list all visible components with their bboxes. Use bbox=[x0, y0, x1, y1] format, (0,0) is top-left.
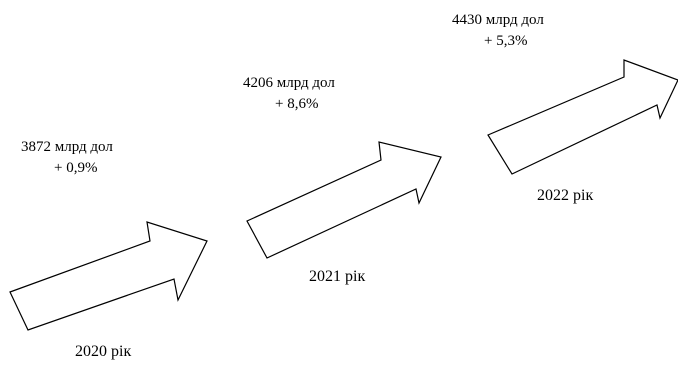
year-2022: 2022 рік bbox=[537, 187, 594, 204]
value-2021: 4206 млрд дол bbox=[243, 75, 335, 91]
change-2021: + 8,6% bbox=[275, 96, 319, 112]
value-2020: 3872 млрд дол bbox=[21, 139, 113, 155]
year-2020: 2020 рік bbox=[75, 343, 132, 360]
arrow-2021 bbox=[246, 141, 442, 259]
arrow-2020 bbox=[9, 221, 208, 331]
arrow-2022-shape bbox=[487, 59, 678, 175]
value-2022: 4430 млрд дол bbox=[452, 12, 544, 28]
arrow-2021-shape bbox=[246, 141, 442, 259]
arrow-2020-shape bbox=[9, 221, 208, 331]
change-2020: + 0,9% bbox=[54, 160, 98, 176]
arrow-2022 bbox=[487, 59, 678, 175]
change-2022: + 5,3% bbox=[484, 33, 528, 49]
year-2021: 2021 рік bbox=[309, 268, 366, 285]
